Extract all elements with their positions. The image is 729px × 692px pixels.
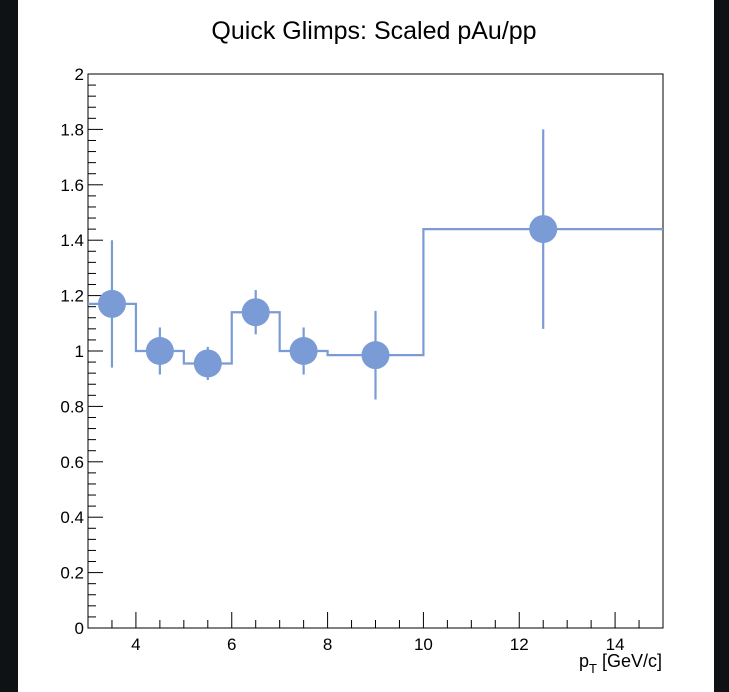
y-tick-label: 1.8 xyxy=(60,120,84,139)
y-tick-label: 0.2 xyxy=(60,564,84,583)
chart-title: Quick Glimps: Scaled pAu/pp xyxy=(211,17,536,45)
ratio-plot: Quick Glimps: Scaled pAu/pp 0 0.2 0.4 0.6 0.… xyxy=(60,17,664,676)
data-point xyxy=(289,337,318,365)
y-tick-label: 1.4 xyxy=(60,231,84,250)
x-axis-title-main: p xyxy=(579,651,589,671)
x-axis-title: pT [GeV/c] xyxy=(579,651,662,676)
y-tick-label: 1.2 xyxy=(60,287,84,306)
x-tick-label: 4 xyxy=(131,635,140,654)
y-tick-label: 0.6 xyxy=(60,453,84,472)
x-tick-label: 14 xyxy=(606,635,625,654)
data-point xyxy=(361,341,390,370)
x-tick-label: 10 xyxy=(414,635,433,654)
data-point xyxy=(97,289,126,318)
data-point xyxy=(529,215,558,244)
x-axis-title-sub: T xyxy=(589,661,597,676)
x-tick-label: 12 xyxy=(510,635,529,654)
plot-area: 0 0.2 0.4 0.6 0.8 1 1.2 1.4 1.6 1.8 2 4 6 8 10 12 14 xyxy=(60,65,664,654)
x-tick-label: 8 xyxy=(323,635,332,654)
y-tick-label: 0.8 xyxy=(60,397,84,416)
y-tick-label: 0 xyxy=(75,619,84,638)
y-tick-label: 0.4 xyxy=(60,508,84,527)
x-tick-label: 6 xyxy=(227,635,236,654)
data-point xyxy=(193,349,222,378)
data-point xyxy=(241,298,270,327)
data-point xyxy=(145,337,174,365)
x-axis-title-rest: [GeV/c] xyxy=(597,651,662,671)
y-tick-label: 2 xyxy=(75,65,84,84)
y-tick-label: 1 xyxy=(75,342,84,361)
y-tick-label: 1.6 xyxy=(60,176,84,195)
chart-canvas: Quick Glimps: Scaled pAu/pp 0 0.2 0.4 0.6 0.… xyxy=(18,0,714,692)
